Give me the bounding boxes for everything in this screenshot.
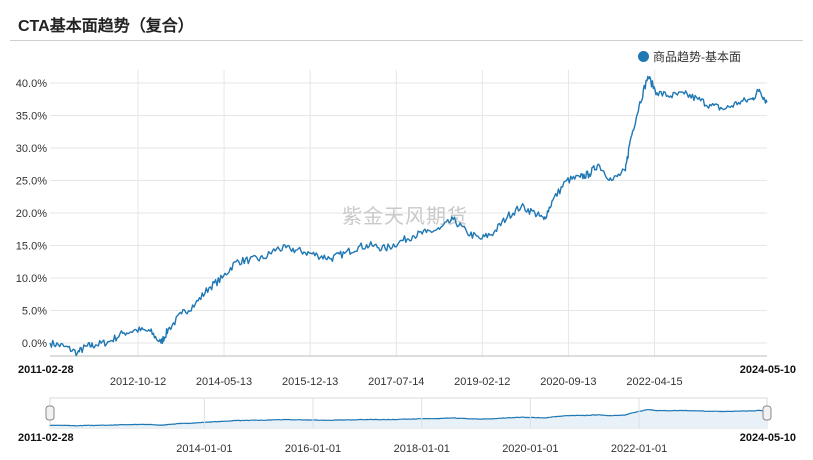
x-tick-label: 2017-07-14 bbox=[368, 376, 424, 388]
series-line-commodity-trend bbox=[49, 75, 768, 357]
x-tick-label: 2020-09-13 bbox=[540, 376, 596, 388]
x-tick-label: 2019-02-12 bbox=[454, 376, 510, 388]
x-tick-label: 2015-12-13 bbox=[282, 376, 338, 388]
y-tick-label: 0.0% bbox=[22, 338, 47, 350]
y-tick-label: 20.0% bbox=[16, 208, 47, 220]
range-end-label: 2024-05-10 bbox=[740, 364, 796, 376]
navigator-tick-label: 2020-01-01 bbox=[502, 443, 558, 455]
navigator-start-label: 2011-02-28 bbox=[18, 432, 74, 444]
y-tick-label: 35.0% bbox=[16, 111, 47, 123]
x-tick-label: 2022-04-15 bbox=[626, 376, 682, 388]
y-tick-label: 15.0% bbox=[16, 241, 47, 253]
navigator-end-label: 2024-05-10 bbox=[740, 432, 796, 444]
navigator-tick-label: 2014-01-01 bbox=[176, 443, 232, 455]
navigator-handle-right[interactable] bbox=[762, 405, 772, 421]
y-tick-label: 30.0% bbox=[16, 143, 47, 155]
navigator-tick-label: 2016-01-01 bbox=[285, 443, 341, 455]
y-tick-label: 5.0% bbox=[22, 306, 47, 318]
navigator-tick-label: 2018-01-01 bbox=[394, 443, 450, 455]
legend-label: 商品趋势-基本面 bbox=[653, 50, 741, 64]
y-tick-label: 25.0% bbox=[16, 176, 47, 188]
chart-title: CTA基本面趋势（复合） bbox=[18, 18, 194, 35]
navigator-tick-label: 2022-01-01 bbox=[611, 443, 667, 455]
watermark: 紫金天风期货 bbox=[342, 205, 468, 228]
navigator-handle-left[interactable] bbox=[45, 405, 55, 421]
legend-marker-icon bbox=[638, 51, 649, 62]
x-tick-label: 2014-05-13 bbox=[196, 376, 252, 388]
y-tick-label: 40.0% bbox=[16, 78, 47, 90]
y-tick-label: 10.0% bbox=[16, 273, 47, 285]
navigator-series-line bbox=[49, 408, 768, 427]
x-tick-label: 2012-10-12 bbox=[110, 376, 166, 388]
range-start-label: 2011-02-28 bbox=[18, 364, 74, 376]
navigator-series-area bbox=[50, 409, 767, 428]
title-divider bbox=[10, 40, 803, 41]
legend[interactable]: 商品趋势-基本面 bbox=[638, 48, 741, 65]
